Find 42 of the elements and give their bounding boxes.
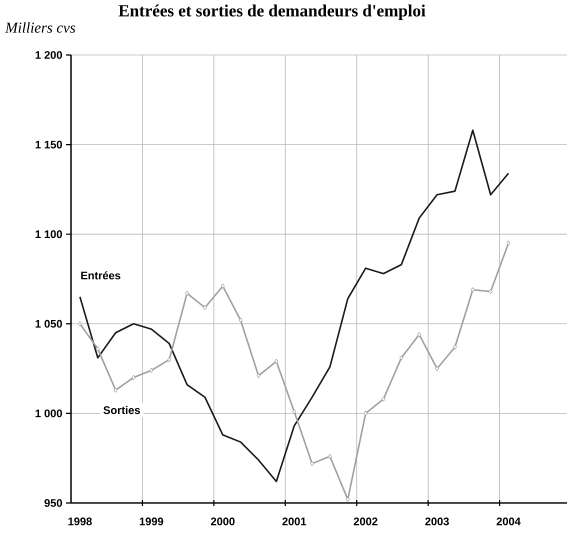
series-label: Sorties <box>103 406 140 414</box>
point <box>220 284 225 289</box>
point <box>506 240 510 246</box>
y-tick-label: 1 200 <box>36 51 62 59</box>
point <box>132 375 136 380</box>
x-tick-label: 1998 <box>68 518 92 526</box>
series-label: Entrées <box>81 271 120 280</box>
chart-title: Entrées et sorties de demandeurs d'emploi <box>118 4 426 20</box>
point <box>310 461 314 466</box>
point <box>452 344 457 350</box>
x-tick-label: 2003 <box>425 518 449 526</box>
point <box>364 410 368 416</box>
point <box>96 346 100 352</box>
point <box>470 287 475 292</box>
x-tick-label: 2002 <box>354 518 378 526</box>
x-tick-label: 2000 <box>210 518 235 526</box>
point <box>185 290 190 296</box>
y-tick-label: 1 100 <box>36 230 62 238</box>
point <box>328 454 332 459</box>
point <box>417 332 422 338</box>
point <box>435 366 440 372</box>
point <box>256 373 260 378</box>
point <box>488 289 493 294</box>
x-tick-label: 1999 <box>140 518 164 526</box>
point <box>149 368 154 373</box>
point <box>167 357 172 362</box>
point <box>114 388 118 393</box>
y-tick-label: 1 000 <box>36 410 62 418</box>
y-tick-label: 950 <box>44 499 62 507</box>
point <box>292 409 296 414</box>
point <box>238 318 243 323</box>
line-series <box>79 129 510 482</box>
point <box>399 355 404 360</box>
point <box>274 358 278 364</box>
x-tick-label: 2001 <box>282 518 306 526</box>
x-tick-label: 2004 <box>496 518 521 526</box>
point <box>382 396 386 402</box>
y-axis-title: Milliers cvs <box>5 22 76 33</box>
point <box>202 305 207 310</box>
point <box>78 321 82 326</box>
y-tick-label: 1 150 <box>36 140 62 148</box>
y-tick-label: 1 050 <box>36 320 62 328</box>
